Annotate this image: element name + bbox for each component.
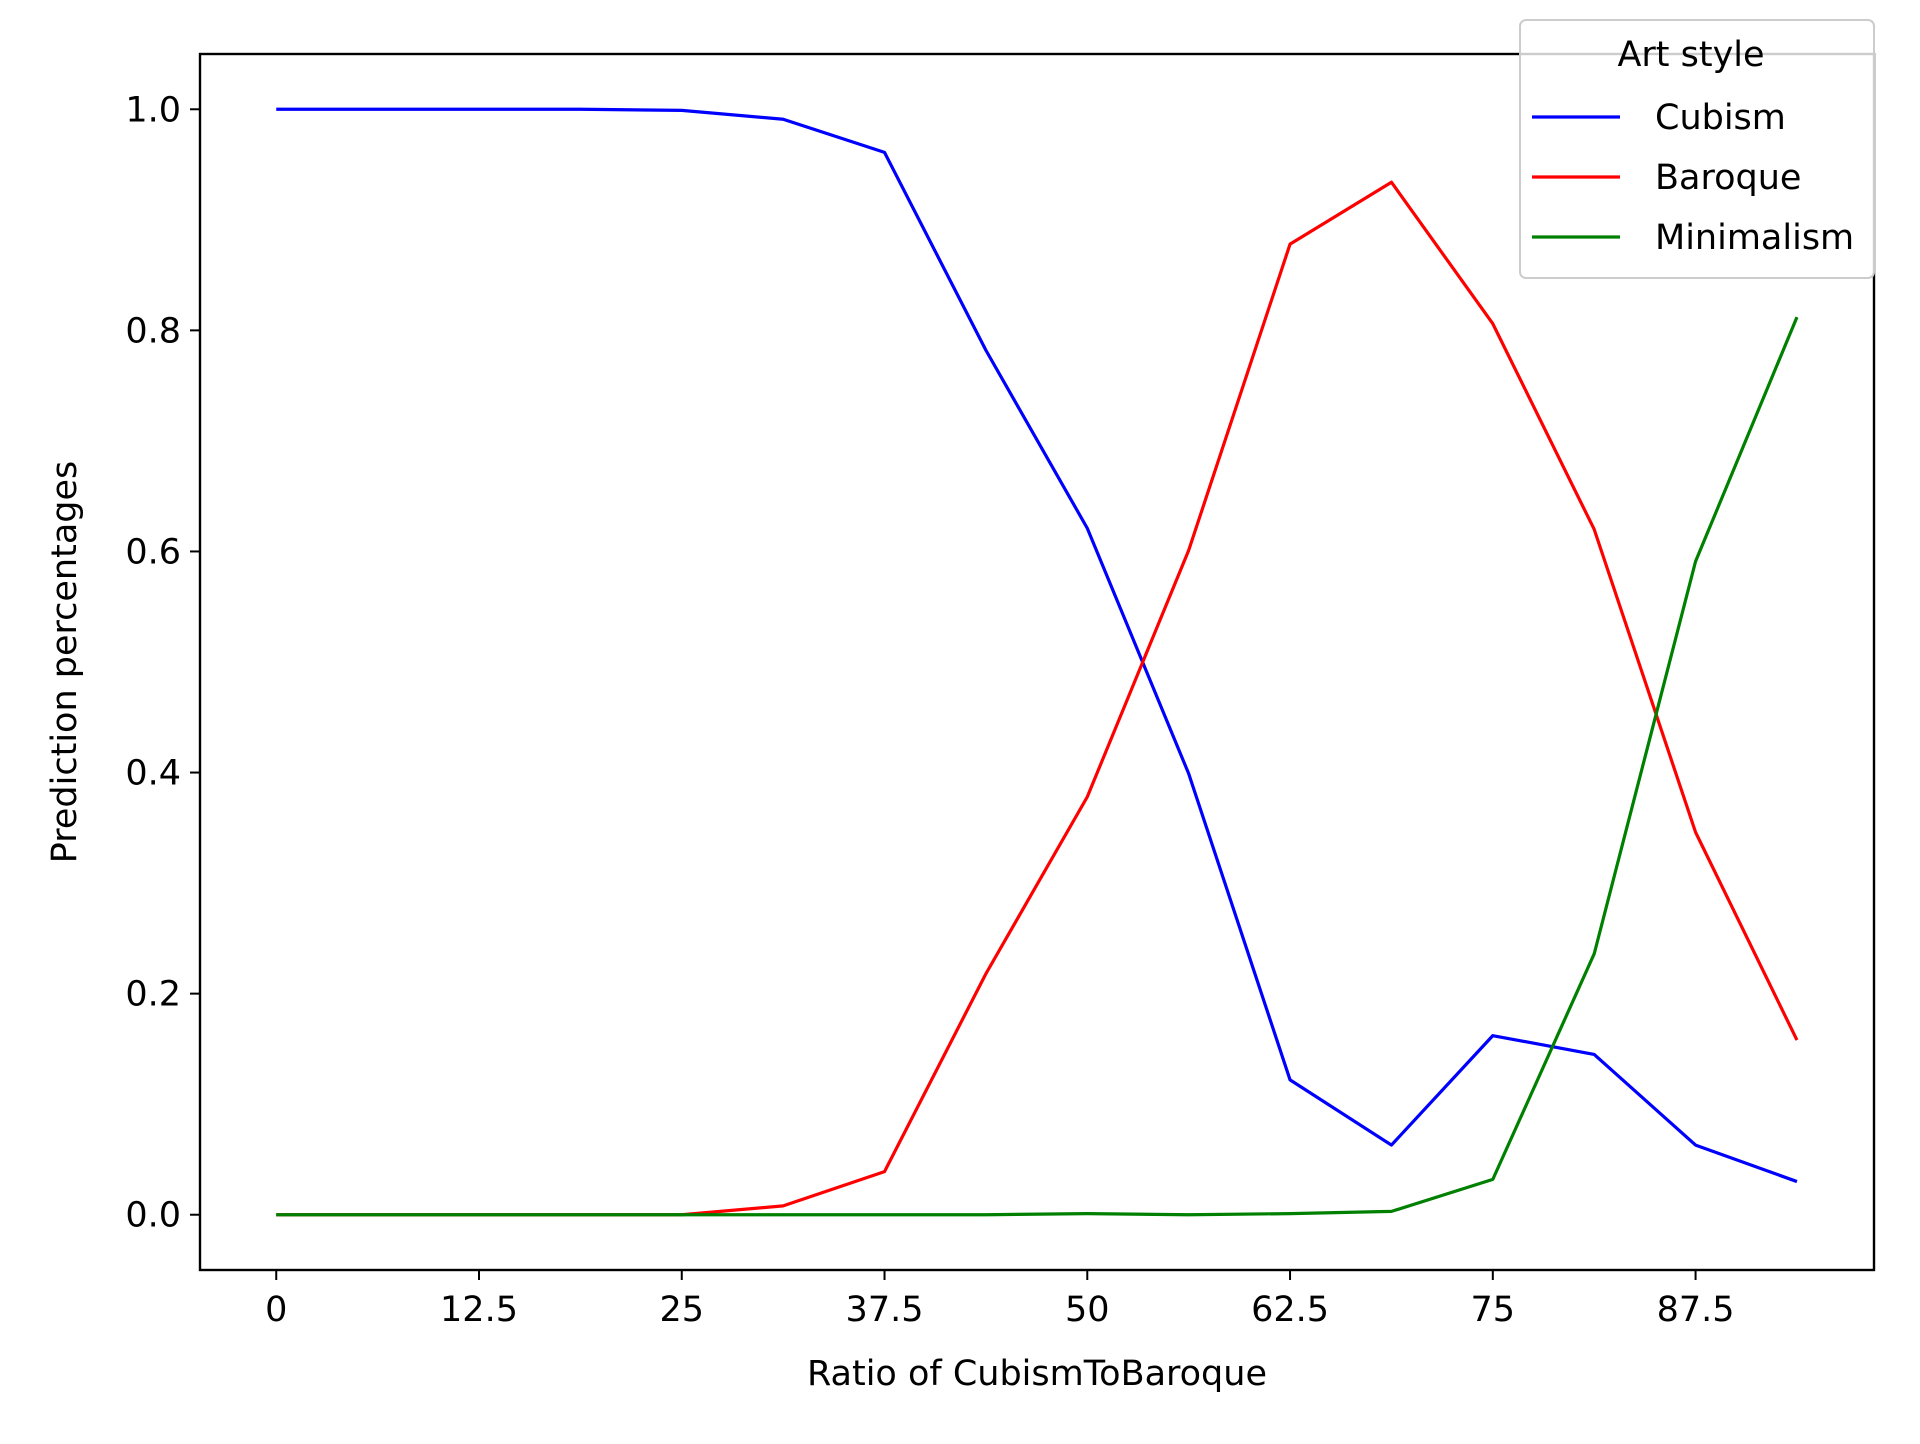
x-tick-label: 37.5 [846,1290,924,1330]
legend: Art style Cubism Baroque Minimalism [1520,20,1874,278]
legend-label-baroque: Baroque [1655,158,1801,198]
x-tick-label: 50 [1065,1290,1110,1330]
x-tick-label: 87.5 [1657,1290,1735,1330]
x-tick-label: 75 [1471,1290,1516,1330]
x-tick-label: 25 [659,1290,704,1330]
y-tick-label: 0.8 [125,311,181,351]
x-tick-label: 12.5 [440,1290,518,1330]
legend-label-minimalism: Minimalism [1655,218,1854,258]
y-tick-label: 0.4 [125,754,181,794]
legend-title: Art style [1617,35,1764,75]
y-tick-label: 0.6 [125,532,181,572]
x-axis-label: Ratio of CubismToBaroque [807,1354,1267,1394]
x-tick-label: 0 [265,1290,287,1330]
y-tick-label: 0.0 [125,1196,181,1236]
y-axis-label: Prediction percentages [45,461,85,863]
legend-label-cubism: Cubism [1655,98,1786,138]
y-tick-label: 1.0 [125,90,181,130]
y-tick-label: 0.2 [125,975,181,1015]
x-tick-label: 62.5 [1251,1290,1329,1330]
